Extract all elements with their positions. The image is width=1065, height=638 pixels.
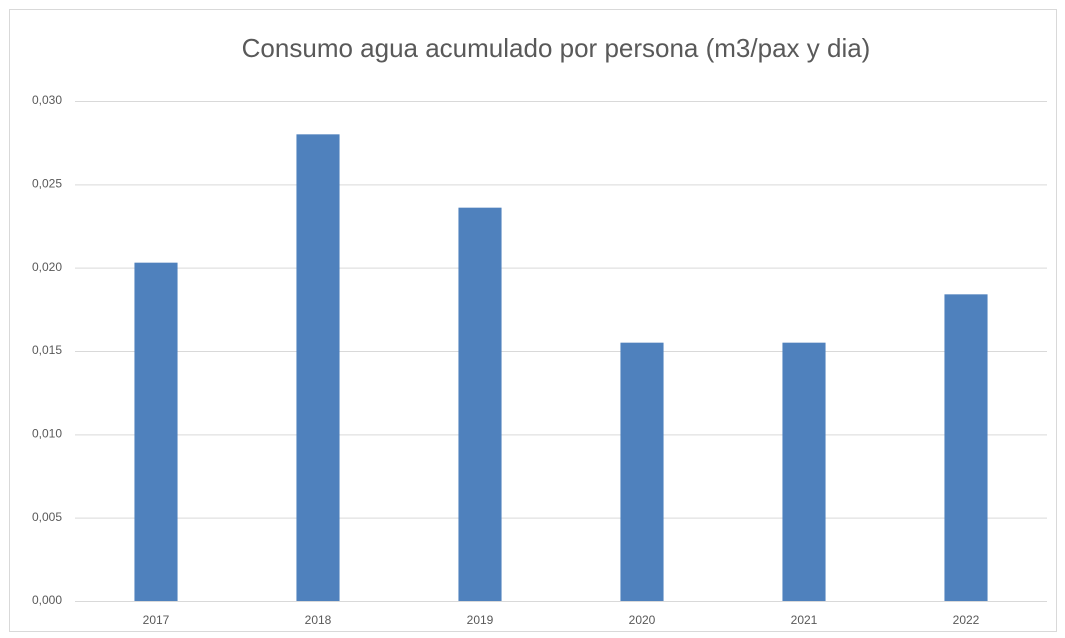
x-tick-label: 2017: [143, 613, 170, 627]
y-tick-label: 0,025: [32, 177, 62, 191]
chart-border: [9, 9, 1057, 632]
chart-title: Consumo agua acumulado por persona (m3/p…: [242, 33, 871, 63]
y-tick-label: 0,005: [32, 510, 62, 524]
y-tick-label: 0,010: [32, 427, 62, 441]
bar: [782, 342, 826, 601]
x-tick-label: 2019: [467, 613, 494, 627]
bar: [134, 262, 178, 601]
bar: [944, 294, 988, 601]
y-tick-label: 0,015: [32, 343, 62, 357]
x-tick-label: 2021: [791, 613, 818, 627]
x-tick-label: 2018: [305, 613, 332, 627]
bar: [458, 207, 502, 601]
x-tick-label: 2020: [629, 613, 656, 627]
bar: [296, 134, 340, 602]
y-tick-label: 0,030: [32, 93, 62, 107]
bar: [620, 342, 664, 601]
x-tick-label: 2022: [953, 613, 980, 627]
y-tick-label: 0,000: [32, 593, 62, 607]
y-tick-label: 0,020: [32, 260, 62, 274]
